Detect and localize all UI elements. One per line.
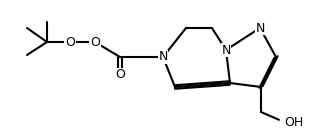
Text: N: N xyxy=(221,44,231,56)
Text: O: O xyxy=(65,36,75,48)
Text: OH: OH xyxy=(284,116,303,128)
Text: N: N xyxy=(255,22,265,34)
Text: N: N xyxy=(158,51,168,63)
Text: O: O xyxy=(115,69,125,81)
Text: O: O xyxy=(90,36,100,48)
